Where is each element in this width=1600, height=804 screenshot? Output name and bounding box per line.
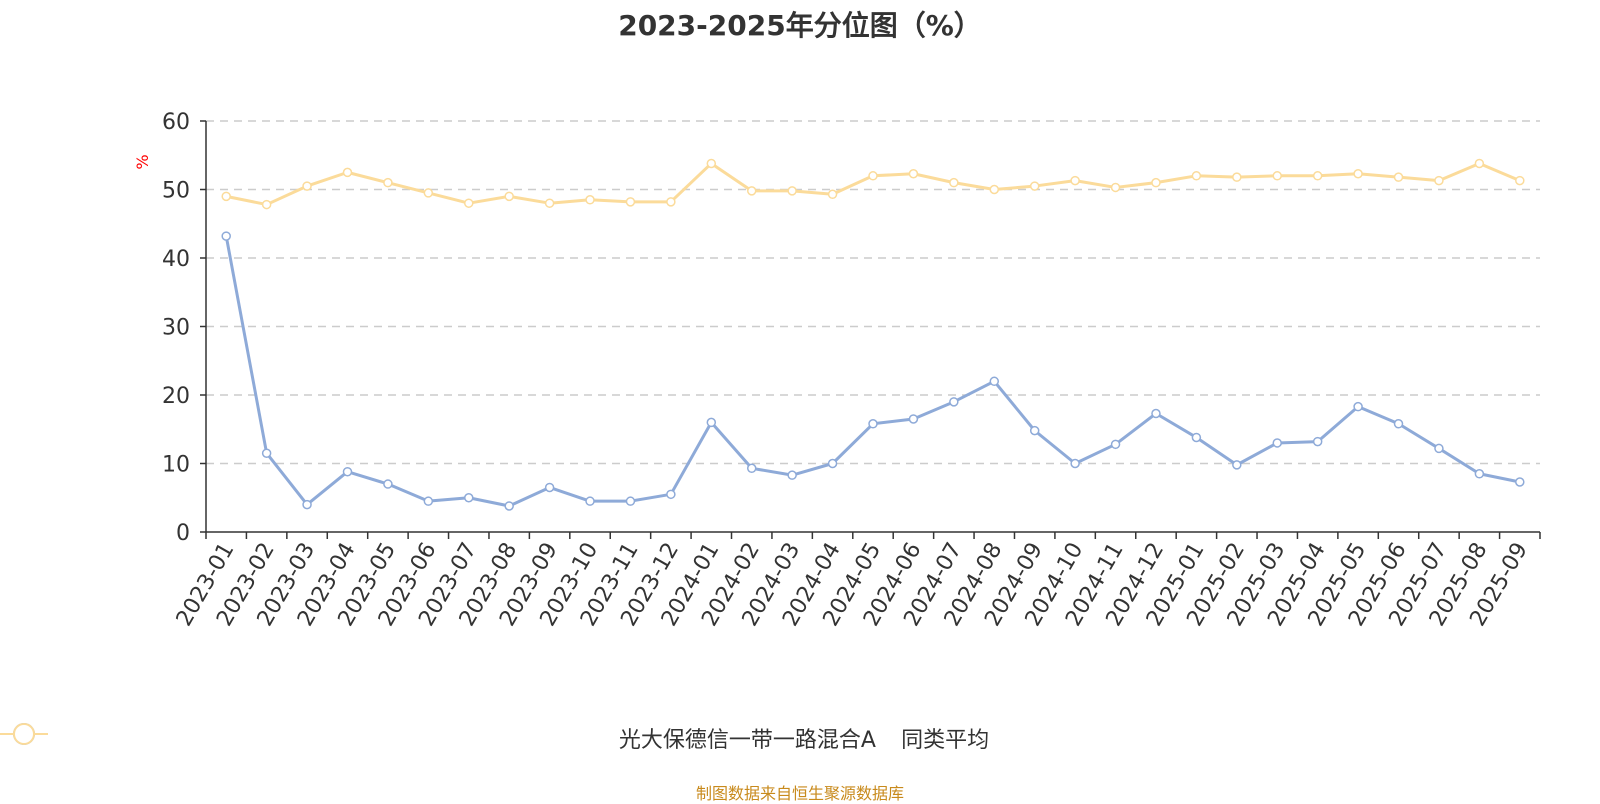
data-point-0 [1515,477,1525,487]
data-point-1 [423,188,434,198]
data-point-1 [221,191,231,202]
data-point-0 [1312,436,1323,447]
y-axis-label: % [133,154,152,169]
y-tick-label: 10 [162,453,190,478]
data-point-0 [1474,469,1485,479]
data-point-1 [706,158,717,169]
data-point-1 [787,186,797,196]
data-point-0 [827,458,838,469]
data-point-1 [1151,177,1161,188]
data-point-1 [1232,172,1242,182]
data-point-0 [868,419,878,429]
chart-title: 2023-2025年分位图（%） [618,9,982,42]
data-point-1 [1110,182,1121,193]
data-point-0 [908,414,919,424]
legend: 光大保德信一带一路混合A 同类平均 [0,722,1600,754]
data-point-0 [1029,425,1040,436]
data-point-1 [868,171,878,181]
data-point-0 [221,231,231,241]
series-line-1 [225,161,1521,207]
legend-label-fund: 光大保德信一带一路混合A [618,728,876,753]
data-point-1 [261,199,272,210]
data-point-0 [585,496,595,506]
data-point-0 [342,466,353,477]
y-tick-label: 0 [176,521,190,546]
data-point-0 [261,448,272,458]
data-point-1 [1474,158,1485,169]
data-point-1 [989,184,1000,195]
data-point-0 [666,489,676,500]
data-point-0 [787,470,797,480]
data-point-0 [504,501,514,511]
y-tick-label: 20 [162,384,190,409]
data-point-0 [1353,401,1363,412]
data-point-1 [1272,171,1282,181]
y-tick-label: 60 [162,110,190,135]
data-point-1 [302,181,312,191]
data-point-1 [1434,175,1444,186]
data-point-0 [746,463,757,474]
data-point-0 [1151,408,1161,419]
series-line-0 [224,235,1521,508]
legend-marker-average-icon [0,723,48,745]
data-point-1 [1312,171,1323,181]
data-point-1 [342,167,353,178]
data-point-1 [1515,175,1525,186]
legend-item-fund[interactable]: 光大保德信一带一路混合A [0,722,876,754]
data-point-1 [949,177,959,188]
data-point-0 [1110,439,1121,450]
data-point-1 [464,198,474,208]
legend-item-average[interactable]: 同类平均 [0,722,990,754]
data-point-1 [908,168,919,179]
data-point-1 [544,198,555,208]
data-source-note: 制图数据来自恒生聚源数据库 [695,784,904,803]
data-point-1 [1029,181,1040,191]
data-point-1 [666,197,676,207]
data-point-1 [625,197,636,207]
data-point-1 [585,195,595,205]
data-point-0 [1191,432,1202,443]
data-point-1 [383,177,393,188]
data-point-0 [1272,438,1282,448]
y-tick-label: 30 [162,316,190,341]
data-point-0 [625,496,636,506]
data-point-0 [464,493,474,503]
data-point-1 [1353,168,1363,179]
data-point-1 [1070,175,1080,186]
data-point-0 [949,397,959,407]
data-point-1 [1393,172,1404,182]
data-point-0 [1232,460,1242,470]
data-point-0 [383,479,393,489]
data-point-1 [1191,171,1202,181]
data-point-0 [989,376,1000,387]
data-point-0 [544,482,555,493]
legend-label-average: 同类平均 [901,728,990,753]
data-point-1 [746,186,757,196]
y-tick-label: 40 [162,247,190,272]
data-point-0 [423,496,434,506]
data-point-0 [1393,419,1404,429]
data-point-0 [1434,443,1444,454]
data-point-1 [827,189,838,200]
data-point-1 [504,191,514,202]
data-point-0 [302,499,312,510]
data-point-0 [1070,458,1080,469]
y-tick-label: 50 [162,179,190,204]
data-point-0 [706,417,717,428]
